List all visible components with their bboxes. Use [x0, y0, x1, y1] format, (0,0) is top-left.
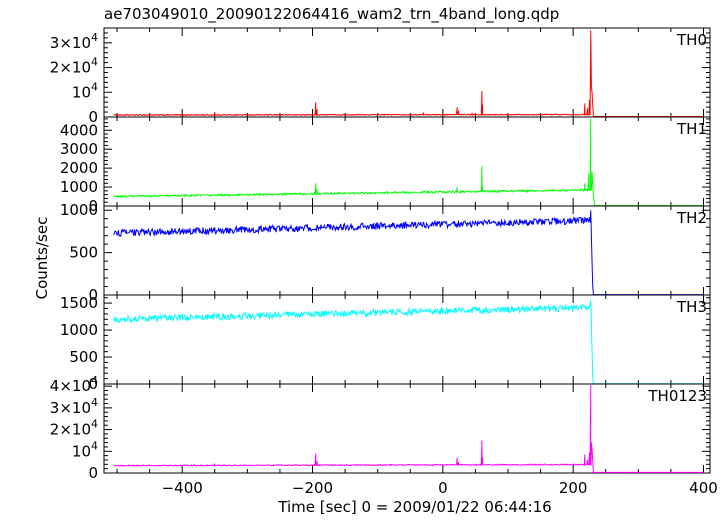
y-tick-label: 104 — [72, 80, 98, 101]
series-label: TH1 — [676, 120, 707, 138]
panel-frame — [103, 383, 711, 474]
series-label: TH2 — [676, 209, 707, 227]
y-tick-label: 1000 — [60, 321, 98, 339]
series-label: TH0 — [676, 31, 707, 49]
y-tick-label: 2×104 — [50, 418, 98, 439]
x-tick-label: −400 — [162, 479, 203, 497]
y-tick-label: 104 — [72, 439, 98, 460]
y-tick-label: 500 — [69, 244, 98, 262]
y-tick-label: 2000 — [60, 159, 98, 177]
y-tick-label: 4×104 — [50, 374, 98, 395]
x-tick-label: 200 — [559, 479, 588, 497]
panel-th2: 0 500 1000 TH2 — [60, 201, 711, 304]
series-line-th3 — [113, 300, 704, 385]
panel-frame — [103, 205, 711, 296]
panel-frame — [103, 294, 711, 385]
y-tick-label: 1000 — [60, 178, 98, 196]
y-tick-label: 2×104 — [50, 56, 98, 77]
x-tick-label: 0 — [438, 479, 448, 497]
series-label: TH0123 — [647, 387, 707, 405]
panel-frame — [103, 27, 711, 118]
y-tick-label: 500 — [69, 348, 98, 366]
series-line-th1 — [113, 118, 704, 207]
y-tick-label: 0 — [88, 375, 98, 393]
chart-title: ae703049010_20090122064416_wam2_trn_4ban… — [104, 5, 559, 24]
y-tick-label: 0 — [88, 197, 98, 215]
y-tick-label: 3000 — [60, 140, 98, 158]
y-tick-label: 4000 — [60, 121, 98, 139]
y-tick-label: 1000 — [60, 201, 98, 219]
y-tick-label: 0 — [88, 108, 98, 126]
series-line-th2 — [113, 210, 704, 296]
x-tick-label: 400 — [689, 479, 718, 497]
x-axis-label: Time [sec] 0 = 2009/01/22 06:44:16 — [277, 498, 551, 516]
series-line-th0123 — [113, 385, 704, 473]
x-tick-labels: −400 −200 0 200 400 — [162, 479, 718, 497]
y-tick-label: 3×104 — [50, 31, 98, 52]
panel-th3: 0 500 1000 1500 TH3 — [60, 294, 711, 393]
panel-th0: 0 104 2×104 3×104 TH0 — [50, 27, 711, 126]
y-tick-label: 3×104 — [50, 396, 98, 417]
panel-frame — [103, 116, 711, 207]
series-line-th0 — [113, 30, 704, 118]
y-axis-label: Counts/sec — [33, 217, 51, 300]
series-label: TH3 — [676, 298, 707, 316]
y-tick-label: 0 — [88, 464, 98, 482]
y-tick-label: 1500 — [60, 294, 98, 312]
x-tick-label: −200 — [292, 479, 333, 497]
y-tick-label: 0 — [88, 286, 98, 304]
